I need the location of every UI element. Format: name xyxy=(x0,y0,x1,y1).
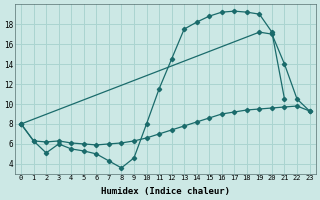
X-axis label: Humidex (Indice chaleur): Humidex (Indice chaleur) xyxy=(101,187,230,196)
